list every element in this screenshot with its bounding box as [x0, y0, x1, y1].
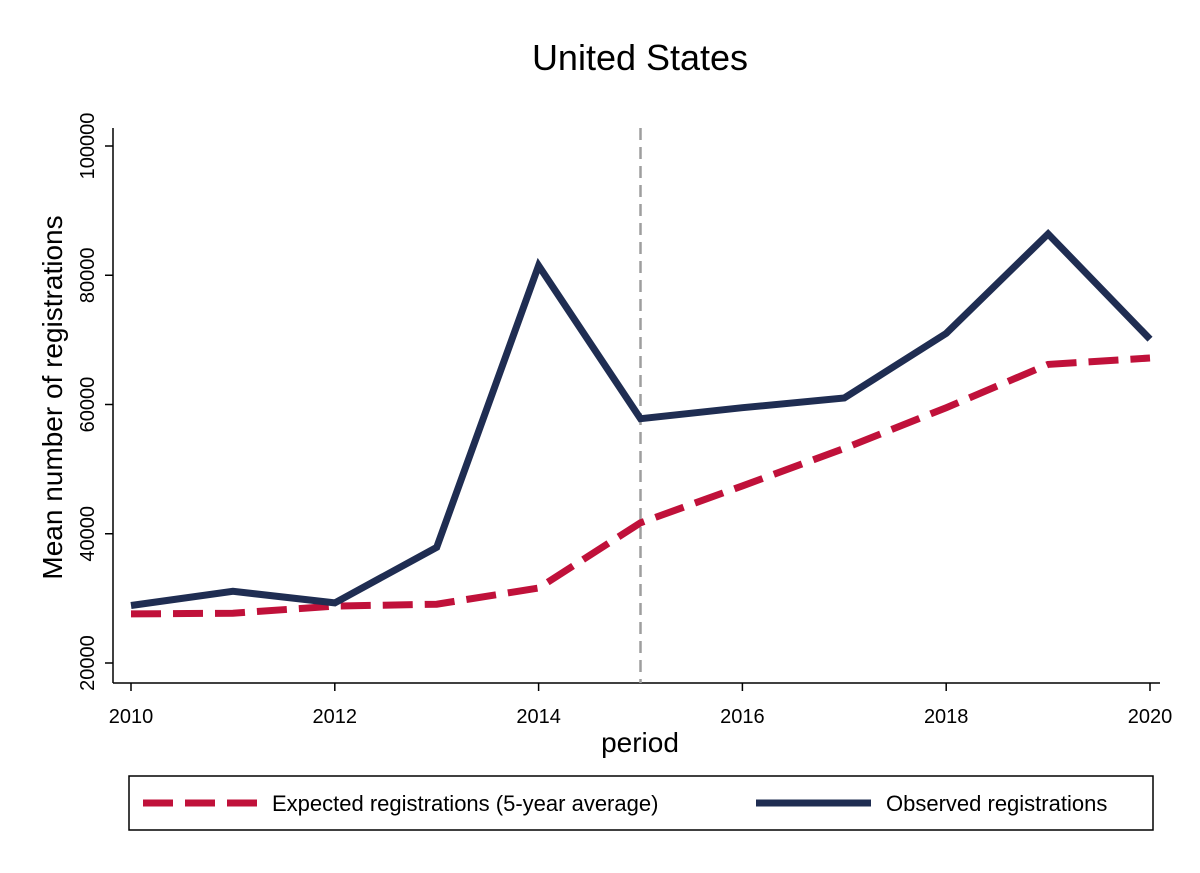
- legend-label-2: Observed registrations: [886, 791, 1107, 816]
- series-line-1: [130, 354, 1151, 618]
- x-axis-label: period: [601, 727, 679, 758]
- x-tick-label: 2018: [924, 706, 969, 728]
- y-tick-label: 60000: [77, 377, 99, 433]
- y-tick-label: 40000: [77, 506, 99, 562]
- y-tick-label: 80000: [77, 247, 99, 303]
- x-tick-label: 2016: [720, 706, 765, 728]
- y-tick-label: 100000: [77, 113, 99, 180]
- axes: 20000 40000 60000 80000 100000 2010 2012 2014 20…: [77, 113, 1172, 728]
- x-tick-label: 2020: [1128, 706, 1173, 728]
- x-tick-label: 2010: [109, 706, 154, 728]
- x-tick-label: 2012: [313, 706, 358, 728]
- y-axis-label: Mean number of registrations: [37, 215, 68, 579]
- chart-title: United States: [532, 37, 748, 78]
- legend: Expected registrations (5-year average) O…: [128, 775, 1154, 831]
- legend-box: [128, 775, 1154, 831]
- legend-label-1: Expected registrations (5-year average): [272, 791, 658, 816]
- y-tick-label: 20000: [77, 635, 99, 691]
- series-line-2: [130, 228, 1153, 609]
- x-tick-label: 2014: [516, 706, 561, 728]
- series-group: [130, 228, 1153, 618]
